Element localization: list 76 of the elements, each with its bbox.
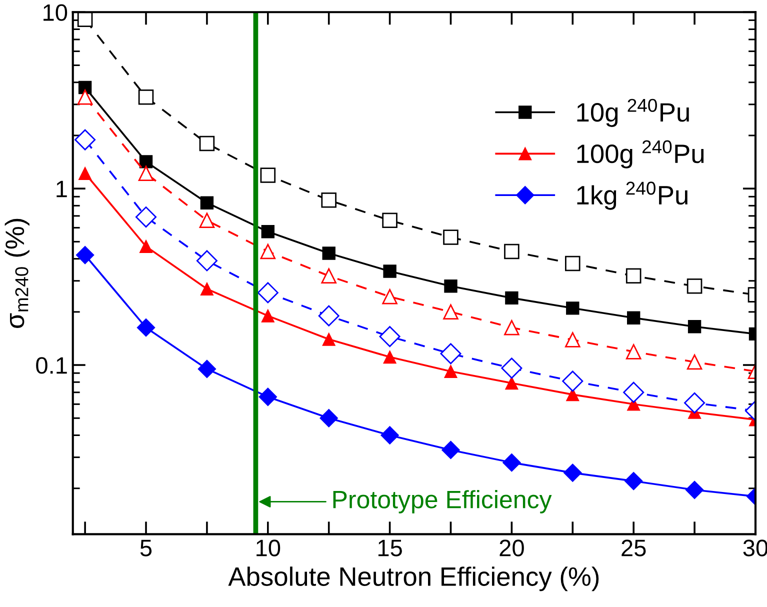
point: [505, 376, 518, 390]
point: [686, 354, 702, 370]
point: [78, 166, 92, 180]
point: [626, 268, 642, 284]
point: [320, 408, 338, 428]
point: [260, 244, 276, 260]
point: [136, 318, 156, 337]
point: [200, 196, 214, 210]
point: [138, 89, 154, 105]
point: [501, 358, 522, 379]
point: [686, 278, 702, 294]
point: [322, 332, 336, 346]
point: [562, 370, 584, 392]
point: [505, 291, 518, 305]
point: [626, 344, 642, 360]
point: [261, 309, 275, 322]
x-tick-label: 15: [378, 540, 402, 556]
legend-label: 100g $^{240}$Pu: [577, 140, 704, 168]
point: [139, 240, 153, 254]
point: [135, 206, 157, 228]
point: [379, 326, 400, 348]
point: [76, 246, 94, 264]
point: [443, 304, 458, 320]
legend-label: 10g $^{240}$Pu: [577, 98, 689, 127]
y-axis-title: σ$_{m240}$ (%): [4, 218, 30, 328]
legend-label: 1kg $^{240}$Pu: [577, 182, 688, 210]
point: [440, 343, 462, 364]
point: [566, 302, 580, 315]
point: [383, 350, 396, 364]
point: [322, 246, 336, 260]
point: [198, 360, 216, 378]
point: [443, 230, 458, 245]
point: [261, 225, 275, 238]
point: [383, 264, 396, 278]
point: [260, 168, 276, 183]
point: [380, 426, 399, 444]
point: [565, 256, 580, 272]
y-tick-label: 10: [44, 4, 68, 21]
y-tick-label: 0.1: [36, 357, 67, 374]
x-tick-label: 5: [140, 540, 152, 556]
point: [258, 388, 278, 406]
point: [624, 472, 643, 490]
point: [199, 136, 215, 152]
point: [688, 320, 702, 334]
point: [626, 311, 640, 324]
point: [139, 155, 153, 168]
x-tick-label: 20: [500, 540, 524, 556]
point: [444, 364, 458, 378]
point: [382, 289, 398, 304]
point: [196, 250, 218, 272]
point: [504, 244, 520, 260]
point: [257, 282, 278, 304]
point: [502, 453, 521, 472]
point: [138, 166, 154, 181]
x-tick-label: 10: [256, 540, 280, 556]
annotation: Prototype Efficiency: [333, 490, 552, 514]
point: [563, 464, 582, 482]
x-tick-label: 25: [622, 540, 646, 556]
point: [318, 305, 340, 326]
point: [199, 212, 215, 228]
point: [77, 12, 93, 28]
point: [442, 440, 460, 460]
point: [200, 282, 214, 296]
point: [623, 382, 644, 403]
point: [684, 392, 706, 414]
point: [565, 332, 580, 348]
point: [77, 89, 93, 105]
point: [504, 320, 520, 336]
point: [444, 280, 458, 293]
point: [321, 268, 336, 284]
x-axis-title: Absolute Neutron Efficiency (%): [228, 566, 599, 592]
point: [321, 192, 336, 208]
y-tick-label: 1: [56, 180, 67, 198]
point: [382, 212, 398, 228]
point: [685, 480, 704, 500]
point: [74, 129, 96, 150]
